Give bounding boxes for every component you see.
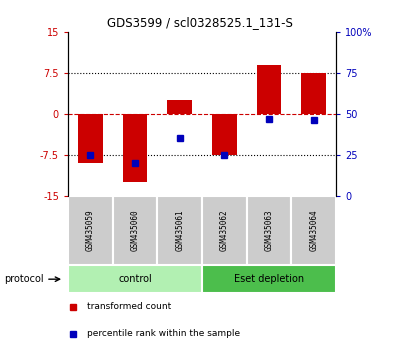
Text: GSM435063: GSM435063 — [264, 210, 274, 251]
Text: percentile rank within the sample: percentile rank within the sample — [87, 329, 240, 338]
Bar — [123, 114, 147, 182]
Text: transformed count: transformed count — [87, 302, 171, 311]
Bar — [257, 65, 281, 114]
Bar — [68, 196, 113, 265]
Text: control: control — [118, 274, 152, 284]
Text: Eset depletion: Eset depletion — [234, 274, 304, 284]
Bar — [291, 196, 336, 265]
Text: GSM435062: GSM435062 — [220, 210, 229, 251]
Bar — [301, 73, 326, 114]
Text: GSM435060: GSM435060 — [130, 210, 140, 251]
Bar — [113, 196, 157, 265]
Text: GSM435061: GSM435061 — [175, 210, 184, 251]
Bar — [202, 196, 247, 265]
Bar — [212, 114, 237, 155]
Bar — [247, 196, 291, 265]
Text: protocol: protocol — [4, 274, 44, 284]
Bar — [68, 265, 202, 293]
Text: GSM435059: GSM435059 — [86, 210, 95, 251]
Bar — [167, 100, 192, 114]
Text: GSM435064: GSM435064 — [309, 210, 318, 251]
Bar — [157, 196, 202, 265]
Text: GDS3599 / scl0328525.1_131-S: GDS3599 / scl0328525.1_131-S — [107, 16, 293, 29]
Bar — [78, 114, 103, 163]
Bar — [202, 265, 336, 293]
